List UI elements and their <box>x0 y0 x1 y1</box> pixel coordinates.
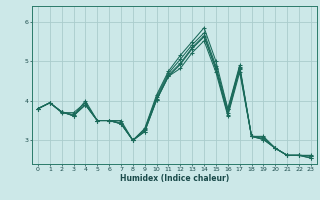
X-axis label: Humidex (Indice chaleur): Humidex (Indice chaleur) <box>120 174 229 183</box>
